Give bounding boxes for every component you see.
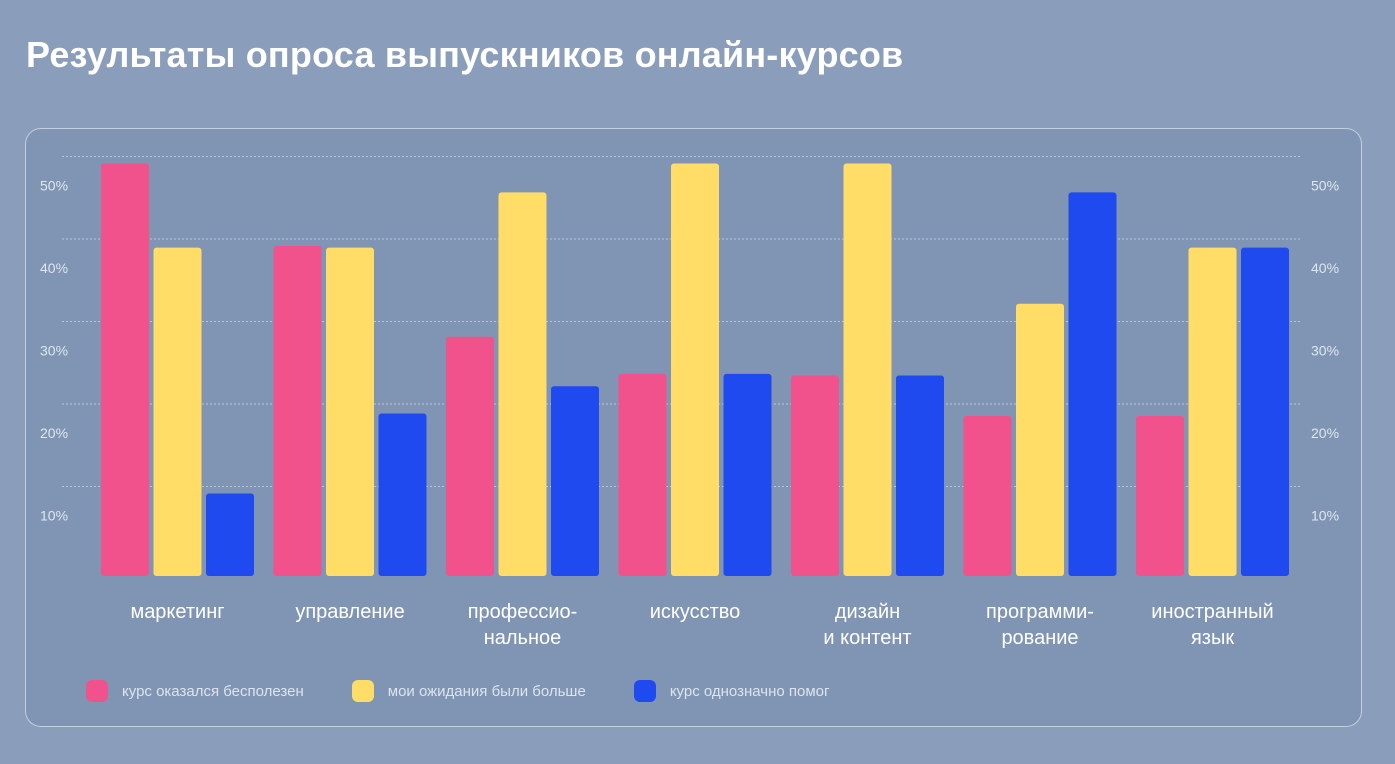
category-label: иностранный	[1151, 601, 1273, 623]
bar-2-2	[551, 386, 599, 576]
legend-label: мои ожидания были больше	[387, 682, 586, 700]
legend-item-1: мои ожидания были больше	[351, 680, 586, 702]
category-label: рование	[1001, 627, 1078, 649]
bar-6-2	[1241, 247, 1289, 576]
category-label: нальное	[484, 627, 562, 649]
legend-label: курс однозначно помог	[669, 682, 830, 700]
y-tick-label-right: 30%	[1311, 343, 1339, 359]
bar-6-1	[1188, 247, 1237, 576]
bar-5-0	[963, 415, 1012, 576]
bar-3-2	[723, 373, 772, 576]
bar-2-0	[446, 336, 494, 576]
bar-4-0	[791, 375, 839, 576]
legend-item-0: курс оказался бесполезен	[86, 680, 304, 702]
bar-5-2	[1068, 192, 1117, 576]
chart-legend: курс оказался бесполезен мои ожидания был…	[86, 680, 877, 702]
bar-0-0	[101, 163, 149, 576]
category-label: искусство	[650, 601, 741, 623]
bar-6-0	[1136, 415, 1184, 576]
y-tick-label-left: 20%	[40, 425, 68, 441]
y-tick-label-right: 10%	[1311, 508, 1339, 524]
legend-swatch	[351, 680, 374, 702]
category-label: и контент	[823, 627, 911, 649]
y-tick-label-left: 30%	[40, 343, 68, 359]
legend-label: курс оказался бесполезен	[122, 682, 304, 700]
bar-0-1	[153, 247, 202, 576]
y-tick-label-right: 50%	[1311, 178, 1339, 194]
bar-1-2	[378, 413, 427, 576]
legend-item-2: курс однозначно помог	[633, 680, 830, 702]
y-tick-label-right: 40%	[1311, 260, 1339, 276]
bar-0-2	[206, 493, 254, 576]
bar-1-0	[273, 246, 322, 576]
y-tick-label-left: 10%	[40, 508, 68, 524]
category-label: маркетинг	[130, 601, 224, 623]
bar-3-1	[671, 163, 719, 576]
page-title: Результаты опроса выпускников онлайн-кур…	[26, 34, 904, 75]
bar-4-1	[843, 163, 892, 576]
bar-4-2	[896, 375, 944, 576]
bar-2-1	[498, 192, 547, 576]
bar-3-0	[618, 373, 667, 576]
y-tick-label-left: 40%	[40, 260, 68, 276]
bar-5-1	[1016, 303, 1064, 576]
y-tick-label-left: 50%	[40, 178, 68, 194]
legend-swatch	[86, 680, 108, 702]
category-label: управление	[295, 601, 404, 623]
category-label: язык	[1191, 627, 1234, 649]
y-tick-label-right: 20%	[1311, 425, 1339, 441]
category-label: дизайн	[835, 601, 900, 623]
bar-1-1	[326, 247, 374, 576]
category-label: программи-	[986, 601, 1094, 623]
legend-swatch	[633, 680, 656, 702]
category-label: профессио-	[468, 601, 578, 623]
